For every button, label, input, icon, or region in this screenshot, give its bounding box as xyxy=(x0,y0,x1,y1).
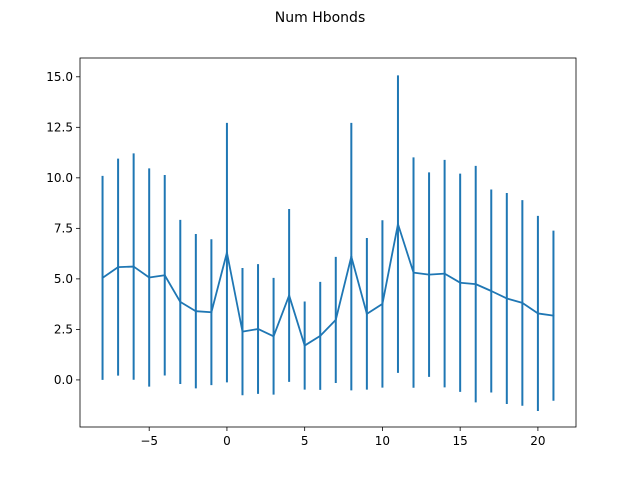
data-point xyxy=(505,297,508,300)
x-tick-label: 15 xyxy=(453,434,468,448)
x-tick-label: 0 xyxy=(223,434,231,448)
data-point xyxy=(319,334,322,337)
x-tick-label: −5 xyxy=(140,434,158,448)
chart-title: Num Hbonds xyxy=(275,10,365,26)
data-point xyxy=(117,266,120,269)
data-point xyxy=(241,330,244,333)
y-tick-label: 2.5 xyxy=(54,322,73,336)
x-tick-label: 10 xyxy=(375,434,390,448)
data-point xyxy=(132,265,135,268)
y-tick-label: 10.0 xyxy=(46,171,73,185)
data-point xyxy=(474,283,477,286)
x-tick-label: 20 xyxy=(530,434,545,448)
data-point xyxy=(443,272,446,275)
x-tick-label: 5 xyxy=(301,434,309,448)
data-point xyxy=(350,255,353,258)
data-point xyxy=(303,344,306,347)
data-point xyxy=(490,289,493,292)
data-point xyxy=(521,301,524,304)
data-point xyxy=(148,276,151,279)
data-point xyxy=(396,223,399,226)
data-point xyxy=(552,314,555,317)
x-axis: −5 0 5 10 15 20 xyxy=(140,427,546,448)
data-point xyxy=(194,310,197,313)
y-tick-label: 0.0 xyxy=(54,373,73,387)
data-point xyxy=(101,276,104,279)
data-point xyxy=(163,274,166,277)
data-point xyxy=(365,312,368,315)
data-point xyxy=(257,327,260,330)
y-axis: 0.0 2.5 5.0 7.5 10.0 12.5 15.0 xyxy=(46,70,80,387)
data-point xyxy=(210,311,213,314)
data-point xyxy=(272,335,275,338)
data-point xyxy=(412,271,415,274)
data-point xyxy=(179,300,182,303)
data-point xyxy=(225,251,228,254)
y-tick-label: 7.5 xyxy=(54,221,73,235)
series-line xyxy=(102,223,554,347)
plot-area xyxy=(101,75,555,412)
data-point xyxy=(288,294,291,297)
y-tick-label: 15.0 xyxy=(46,70,73,84)
data-point xyxy=(381,302,384,305)
data-point xyxy=(334,318,337,321)
data-point xyxy=(536,312,539,315)
axes-frame xyxy=(79,57,577,428)
y-tick-label: 5.0 xyxy=(54,272,73,286)
data-point xyxy=(428,273,431,276)
data-point xyxy=(459,281,462,284)
y-tick-label: 12.5 xyxy=(46,120,73,134)
